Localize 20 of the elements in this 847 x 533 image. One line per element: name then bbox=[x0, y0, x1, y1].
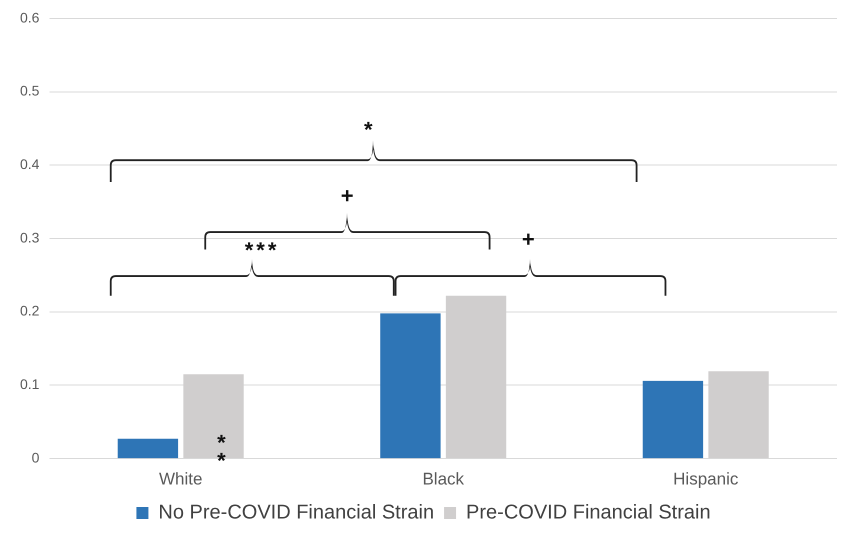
y-tick-label: 0.5 bbox=[20, 82, 40, 99]
y-tick-label: 0.1 bbox=[20, 376, 40, 392]
legend-label: No Pre-COVID Financial Strain bbox=[158, 502, 434, 524]
annotation: * bbox=[364, 116, 376, 142]
y-tick-label: 0 bbox=[32, 449, 40, 466]
bar bbox=[380, 313, 441, 458]
y-tick-label: 0.2 bbox=[20, 302, 40, 319]
bar bbox=[118, 438, 178, 458]
x-tick-label: Black bbox=[422, 469, 465, 488]
bar bbox=[642, 380, 704, 458]
y-tick-label: 0.3 bbox=[20, 229, 40, 246]
x-tick-label: Hispanic bbox=[673, 469, 739, 488]
annotation: *** bbox=[244, 237, 280, 262]
x-tick-label: White bbox=[158, 469, 202, 488]
annotation: + bbox=[522, 226, 538, 252]
annotation: ** bbox=[217, 430, 226, 474]
annotation: + bbox=[340, 183, 357, 208]
legend-label: Pre-COVID Financial Strain bbox=[466, 502, 711, 524]
y-tick-label: 0.6 bbox=[20, 9, 40, 26]
y-tick-label: 0.4 bbox=[20, 156, 40, 172]
